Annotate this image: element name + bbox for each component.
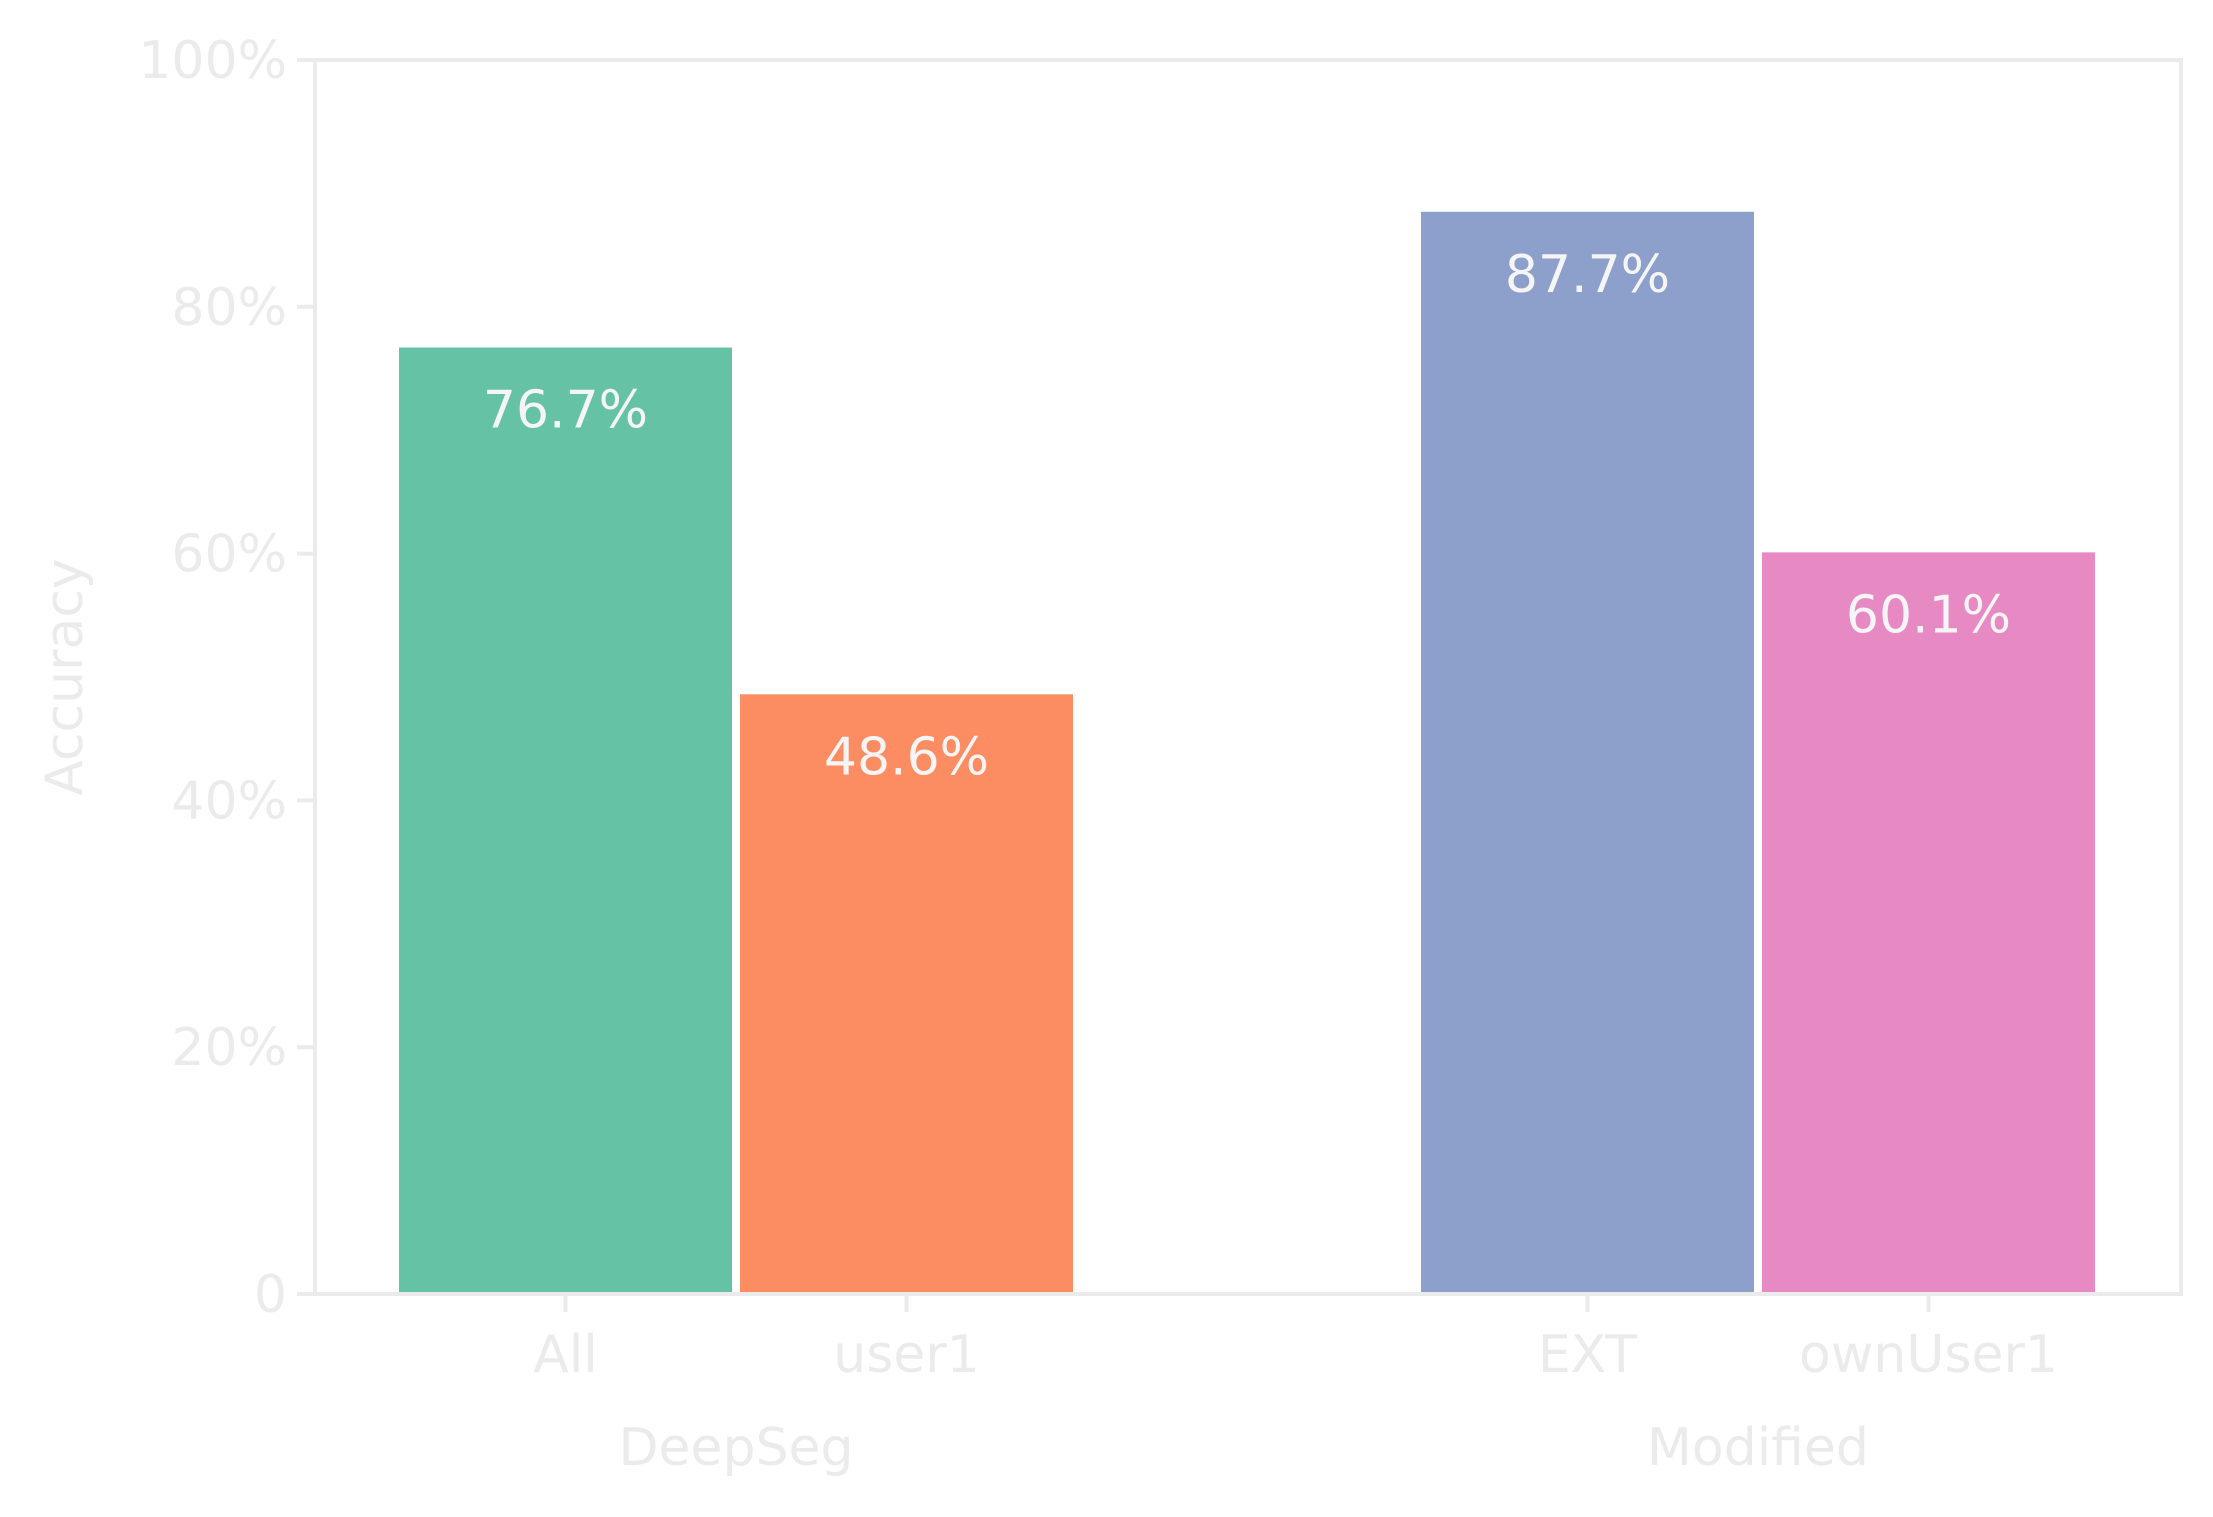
y-tick-label: 0 (254, 1265, 287, 1325)
bar-value-label: 48.6% (824, 727, 989, 787)
bar (740, 694, 1073, 1294)
x-tick-label: ownUser1 (1799, 1325, 2058, 1385)
y-axis-title: Accuracy (35, 558, 95, 795)
group-label: Modified (1647, 1418, 1869, 1478)
y-tick-label: 60% (171, 525, 287, 585)
y-tick-label: 40% (171, 771, 287, 831)
bar-value-label: 76.7% (483, 381, 648, 441)
y-tick-label: 20% (171, 1018, 287, 1078)
y-tick-label: 100% (138, 31, 287, 91)
plot-area: 0 20% 40% 60% 80% 100% 76.7% All 48.6% user1 DeepS… (138, 31, 2095, 1478)
x-tick-label: user1 (833, 1325, 980, 1385)
x-tick-label: EXT (1538, 1325, 1638, 1385)
bar (1421, 211, 1754, 1295)
bar-value-label: 87.7% (1505, 245, 1670, 305)
plot-frame (313, 58, 2183, 1296)
bar (399, 347, 732, 1295)
y-tick-label: 80% (171, 278, 287, 338)
x-tick-label: All (533, 1325, 597, 1385)
bar (1762, 552, 2095, 1294)
bar-value-label: 60.1% (1846, 585, 2011, 645)
group-label: DeepSeg (618, 1418, 853, 1478)
